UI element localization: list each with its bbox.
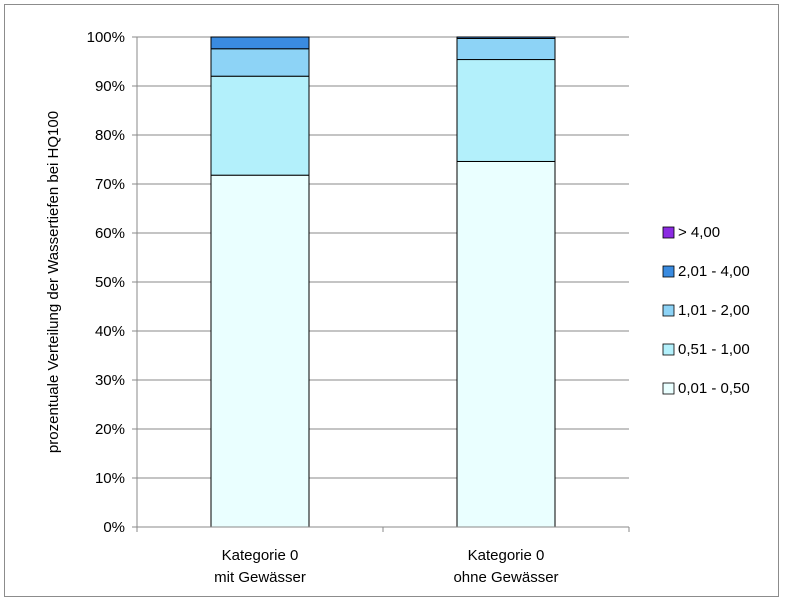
bars (210, 36, 556, 528)
legend-label: 0,51 - 1,00 (678, 341, 750, 358)
y-axis-title: prozentuale Verteilung der Wassertiefen … (45, 111, 62, 453)
y-tick-label: 80% (95, 127, 125, 144)
legend-swatch (662, 226, 675, 239)
y-tick-label: 10% (95, 470, 125, 487)
y-tick-label: 20% (95, 421, 125, 438)
bar-segment (456, 36, 556, 39)
axes (132, 36, 630, 532)
y-tick-labels: 0% 10% 20% 30% 40% 50% 60% 70% 80% 90% 100% (87, 29, 125, 536)
y-tick-label: 90% (95, 78, 125, 95)
y-tick-label: 100% (87, 29, 125, 46)
x-tick-label: mit Gewässer (214, 569, 306, 586)
x-tick-label: Kategorie 0 (222, 547, 299, 564)
legend-swatch (662, 343, 675, 356)
chart-frame (4, 4, 779, 597)
legend: > 4,00 2,01 - 4,00 1,01 - 2,00 0,51 - 1,00 0… (662, 224, 750, 397)
bar-segment (210, 48, 310, 77)
legend-label: 2,01 - 4,00 (678, 263, 750, 280)
y-tick-label: 70% (95, 176, 125, 193)
y-tick-label: 60% (95, 225, 125, 242)
x-tick-label: Kategorie 0 (468, 547, 545, 564)
legend-label: 0,01 - 0,50 (678, 380, 750, 397)
legend-swatch (662, 265, 675, 278)
x-tick-label: ohne Gewässer (453, 569, 558, 586)
y-tick-label: 50% (95, 274, 125, 291)
legend-label: > 4,00 (678, 224, 720, 241)
bar-segment (210, 75, 310, 176)
x-tick-labels: Kategorie 0 mit Gewässer Kategorie 0 ohne G… (214, 547, 558, 586)
bar-segment (210, 174, 310, 528)
y-tick-label: 40% (95, 323, 125, 340)
legend-swatch (662, 382, 675, 395)
bar-segment (456, 160, 556, 528)
y-tick-label: 30% (95, 372, 125, 389)
bar-segment (210, 36, 310, 50)
legend-swatch (662, 304, 675, 317)
legend-label: 1,01 - 2,00 (678, 302, 750, 319)
y-tick-label: 0% (103, 519, 125, 536)
bar-segment (456, 59, 556, 162)
bar-segment (456, 37, 556, 61)
